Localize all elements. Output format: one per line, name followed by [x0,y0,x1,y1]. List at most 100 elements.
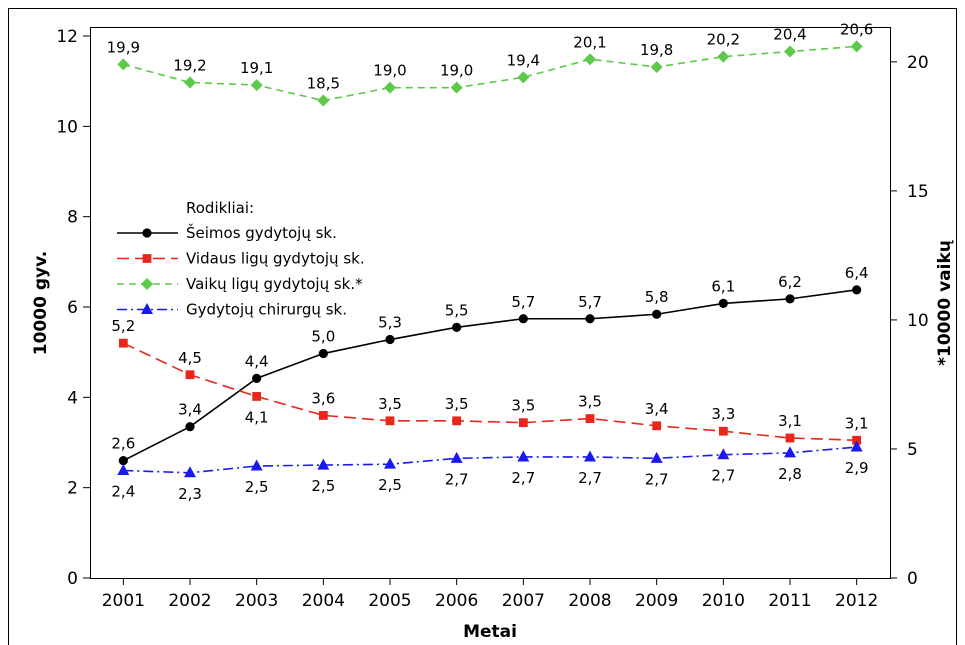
data-label-vaiku-ligu-gydytoju-sk: 19,0 [373,62,406,80]
data-point-gydytoju-chirurgu-sk [450,451,463,463]
right-tick-label: 5 [907,440,918,460]
right-tick-label: 10 [907,311,929,331]
data-label-seimos-gydytoju-sk: 4,4 [245,352,269,370]
data-label-gydytoju-chirurgu-sk: 2,4 [111,483,135,501]
data-label-gydytoju-chirurgu-sk: 2,5 [311,477,335,495]
data-label-vidaus-ligu-gydytoju-sk: 3,6 [311,389,335,407]
data-label-vaiku-ligu-gydytoju-sk: 19,0 [440,62,473,80]
data-label-vaiku-ligu-gydytoju-sk: 20,2 [707,31,740,49]
left-tick-label: 4 [67,388,78,408]
data-label-vidaus-ligu-gydytoju-sk: 3,5 [511,397,535,415]
data-point-gydytoju-chirurgu-sk [184,466,196,478]
data-point-vaiku-ligu-gydytoju-sk [250,79,263,92]
data-label-vidaus-ligu-gydytoju-sk: 5,2 [111,317,135,335]
data-label-vaiku-ligu-gydytoju-sk: 19,8 [640,41,673,59]
data-label-vidaus-ligu-gydytoju-sk: 3,5 [445,395,469,413]
right-axis: 0 5 10 15 20 [890,53,929,589]
data-point-vaiku-ligu-gydytoju-sk [717,50,730,63]
legend-marker [142,254,152,263]
legend-marker [142,228,152,238]
data-label-vaiku-ligu-gydytoju-sk: 20,6 [840,20,873,38]
data-point-gydytoju-chirurgu-sk [384,457,396,469]
data-point-gydytoju-chirurgu-sk [517,450,530,462]
data-label-vidaus-ligu-gydytoju-sk: 3,1 [778,412,802,430]
data-label-seimos-gydytoju-sk: 5,3 [378,314,402,332]
data-point-vidaus-ligu-gydytoju-sk [718,426,728,436]
data-point-vidaus-ligu-gydytoju-sk [452,416,462,426]
data-point-vaiku-ligu-gydytoju-sk [317,94,330,107]
data-point-vaiku-ligu-gydytoju-sk [517,71,530,84]
x-tick-label: 2002 [168,591,211,611]
data-point-seimos-gydytoju-sk [452,322,462,332]
data-label-vidaus-ligu-gydytoju-sk: 4,5 [178,349,202,367]
data-label-seimos-gydytoju-sk: 2,6 [111,435,135,453]
series-layer: 2,6 3,4 4,4 5,0 5,3 5,5 5,7 5,7 5,8 6,1 6,2 6,4 5,2 4… [107,20,874,502]
data-point-gydytoju-chirurgu-sk [250,459,263,471]
x-axis-title: Metai [463,622,517,642]
data-point-gydytoju-chirurgu-sk [117,464,130,476]
left-tick-label: 10 [56,117,78,137]
right-tick-label: 20 [907,53,929,73]
left-axis: 0 2 4 6 8 10 12 [56,27,90,589]
x-tick-label: 2008 [568,591,611,611]
x-tick-label: 2009 [635,591,678,611]
series-line-seimos-gydytoju-sk [122,289,857,462]
data-label-vidaus-ligu-gydytoju-sk: 3,5 [578,393,602,411]
data-label-vidaus-ligu-gydytoju-sk: 3,4 [645,400,669,418]
right-tick-label: 15 [907,182,929,202]
data-label-seimos-gydytoju-sk: 6,4 [845,264,869,282]
data-point-vidaus-ligu-gydytoju-sk [318,411,328,420]
data-point-vaiku-ligu-gydytoju-sk [184,76,196,89]
x-tick-label: 2007 [502,591,545,611]
x-tick-label: 2012 [835,591,878,611]
data-point-vaiku-ligu-gydytoju-sk [384,81,396,94]
data-point-gydytoju-chirurgu-sk [717,448,730,460]
left-tick-label: 0 [67,569,78,589]
data-label-gydytoju-chirurgu-sk: 2,7 [578,469,602,487]
data-point-vidaus-ligu-gydytoju-sk [252,392,262,401]
data-point-vaiku-ligu-gydytoju-sk [650,61,663,74]
left-tick-label: 12 [56,27,78,47]
data-point-seimos-gydytoju-sk [652,309,662,319]
data-point-seimos-gydytoju-sk [185,422,195,432]
data-point-seimos-gydytoju-sk [118,455,128,466]
data-point-gydytoju-chirurgu-sk [317,458,330,470]
x-tick-label: 2011 [768,591,811,611]
data-point-vaiku-ligu-gydytoju-sk [784,45,796,58]
data-point-vaiku-ligu-gydytoju-sk [850,40,863,53]
data-point-seimos-gydytoju-sk [718,298,728,309]
data-label-gydytoju-chirurgu-sk: 2,5 [378,476,402,494]
data-point-seimos-gydytoju-sk [852,285,862,295]
data-point-vidaus-ligu-gydytoju-sk [118,338,128,348]
series-line-vaiku-ligu-gydytoju-sk [123,45,857,102]
data-point-gydytoju-chirurgu-sk [784,446,796,458]
data-label-seimos-gydytoju-sk: 5,8 [645,288,669,306]
x-tick-label: 2003 [235,591,278,611]
data-label-gydytoju-chirurgu-sk: 2,7 [645,470,669,488]
data-point-vaiku-ligu-gydytoju-sk [117,58,130,71]
legend-label: Vidaus ligų gydytojų sk. [186,250,365,268]
data-label-vaiku-ligu-gydytoju-sk: 19,1 [240,59,273,77]
x-tick-label: 2010 [702,591,745,611]
data-label-vaiku-ligu-gydytoju-sk: 19,2 [173,56,206,74]
y-axis-title-right: *10000 vaikų [935,239,955,366]
x-axis: 2001 2002 2003 2004 2005 2006 2007 2008 2009 2010… [102,578,878,611]
y-axis-title-left: 10000 gyv. [31,251,51,355]
legend-item-gydytoju-chirurgu-sk: Gydytojų chirurgų sk. [117,301,347,319]
data-point-gydytoju-chirurgu-sk [650,451,663,463]
left-tick-label: 2 [67,479,78,499]
data-point-seimos-gydytoju-sk [252,373,262,383]
data-point-seimos-gydytoju-sk [518,314,528,324]
data-label-gydytoju-chirurgu-sk: 2,7 [445,470,469,488]
legend-item-seimos-gydytoju-sk: Šeimos gydytojų sk. [117,223,337,242]
data-label-seimos-gydytoju-sk: 6,2 [778,273,802,291]
data-label-vidaus-ligu-gydytoju-sk: 4,1 [245,408,269,426]
legend-marker [141,303,153,314]
x-tick-label: 2006 [435,591,478,611]
data-point-vidaus-ligu-gydytoju-sk [518,418,528,428]
data-label-vidaus-ligu-gydytoju-sk: 3,3 [711,405,735,423]
data-point-seimos-gydytoju-sk [318,348,328,359]
data-point-vidaus-ligu-gydytoju-sk [652,421,662,431]
data-point-vaiku-ligu-gydytoju-sk [584,53,596,66]
